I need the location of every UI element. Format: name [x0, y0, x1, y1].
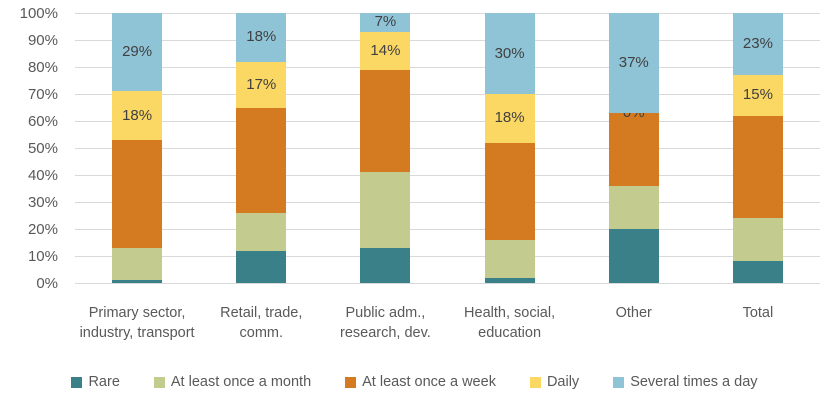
- bar-segment: [484, 13, 535, 94]
- legend-label: Rare: [88, 374, 120, 390]
- category-label: Public adm., research, dev.: [340, 305, 431, 341]
- bar-segment: [112, 139, 163, 248]
- y-axis-tick-label: 100%: [19, 5, 58, 22]
- legend-label: At least once a month: [170, 374, 312, 390]
- legend-label: Daily: [546, 374, 580, 390]
- bar-segment: [732, 13, 783, 76]
- y-axis-tick-label: 70%: [27, 86, 58, 103]
- y-axis-tick-label: 60%: [27, 113, 58, 130]
- bar-segment: [236, 61, 287, 108]
- bar-segment: [732, 261, 783, 283]
- legend-swatch-icon: [71, 376, 83, 388]
- bar-segment: [236, 250, 287, 283]
- legend-swatch-icon: [345, 376, 357, 388]
- y-axis-tick-label: 10%: [27, 248, 58, 265]
- legend-label: Several times a day: [630, 374, 758, 390]
- bar-segment: [608, 185, 659, 229]
- gridline-10%: [75, 256, 820, 257]
- legend-item: At least once a month: [153, 374, 312, 390]
- y-axis-tick-label: 20%: [27, 221, 58, 238]
- legend-swatch-icon: [153, 376, 165, 388]
- gridline-20%: [75, 229, 820, 230]
- bar-5: 0%37%: [608, 13, 659, 283]
- bar-segment: [360, 172, 411, 248]
- legend-item: At least once a week: [345, 375, 496, 390]
- y-axis-tick-label: 0%: [36, 275, 58, 292]
- gridline-50%: [75, 148, 820, 149]
- category-label: Retail, trade, comm.: [220, 305, 303, 341]
- bar-segment: [360, 69, 411, 173]
- bar-segment: [732, 115, 783, 219]
- y-axis-tick-label: 90%: [27, 32, 58, 49]
- legend-swatch-icon: [529, 376, 541, 388]
- bar-segment: [360, 13, 411, 32]
- bar-1: 18% 29%: [112, 13, 163, 283]
- legend-label: At least once a week: [362, 374, 496, 390]
- category-label: Other: [615, 305, 652, 321]
- legend-item: Rare: [71, 374, 120, 390]
- bar-segment: [236, 13, 287, 62]
- plot-area: 0% 10% 20% 30% 40% 50% 60% 70% 80% 90% 100% 18% 29% P…: [20, 6, 820, 341]
- bar-segment: [484, 142, 535, 240]
- bar-4: 18% 30%: [484, 13, 535, 283]
- bar-segment: [236, 212, 287, 251]
- legend-item: Daily: [529, 374, 580, 390]
- legend: Rare At least once a month At least once a…: [0, 375, 829, 390]
- bar-segment: [360, 31, 411, 70]
- bar-segment: [112, 280, 163, 283]
- category-label: Primary sector, industry, transport: [79, 305, 195, 341]
- bar-segment: [360, 247, 411, 283]
- gridline-40%: [75, 175, 820, 176]
- y-axis-tick-label: 40%: [27, 167, 58, 184]
- bar-segment: [236, 107, 287, 213]
- y-axis-tick-label: 80%: [27, 59, 58, 76]
- bar-segment: [608, 13, 659, 113]
- gridline-100%: [75, 13, 820, 14]
- bar-6: 15% 23%: [732, 13, 783, 283]
- gridline-70%: [75, 94, 820, 95]
- bar-segment: [608, 112, 659, 186]
- bar-segment: [484, 239, 535, 278]
- bar-3: 14% 7%: [360, 13, 411, 283]
- category-label: Health, social, education: [464, 305, 556, 341]
- gridline-0%: [75, 283, 820, 284]
- bar-segment: [608, 229, 659, 283]
- legend-swatch-icon: [613, 376, 625, 388]
- bar-segment: [732, 75, 783, 116]
- bar-2: 17% 18%: [236, 13, 287, 283]
- bar-segment: [112, 247, 163, 281]
- y-axis-tick-label: 50%: [27, 140, 58, 157]
- gridline-80%: [75, 67, 820, 68]
- bar-segment: [484, 277, 535, 283]
- gridline-30%: [75, 202, 820, 203]
- bar-segment: [112, 91, 163, 140]
- bar-segment: [484, 94, 535, 143]
- category-label: Total: [742, 305, 774, 321]
- y-axis-tick-label: 30%: [27, 194, 58, 211]
- bar-segment: [732, 218, 783, 262]
- gridline-60%: [75, 121, 820, 122]
- legend-item: Several times a day: [613, 374, 758, 390]
- bar-segment: [112, 13, 163, 92]
- gridline-90%: [75, 40, 820, 41]
